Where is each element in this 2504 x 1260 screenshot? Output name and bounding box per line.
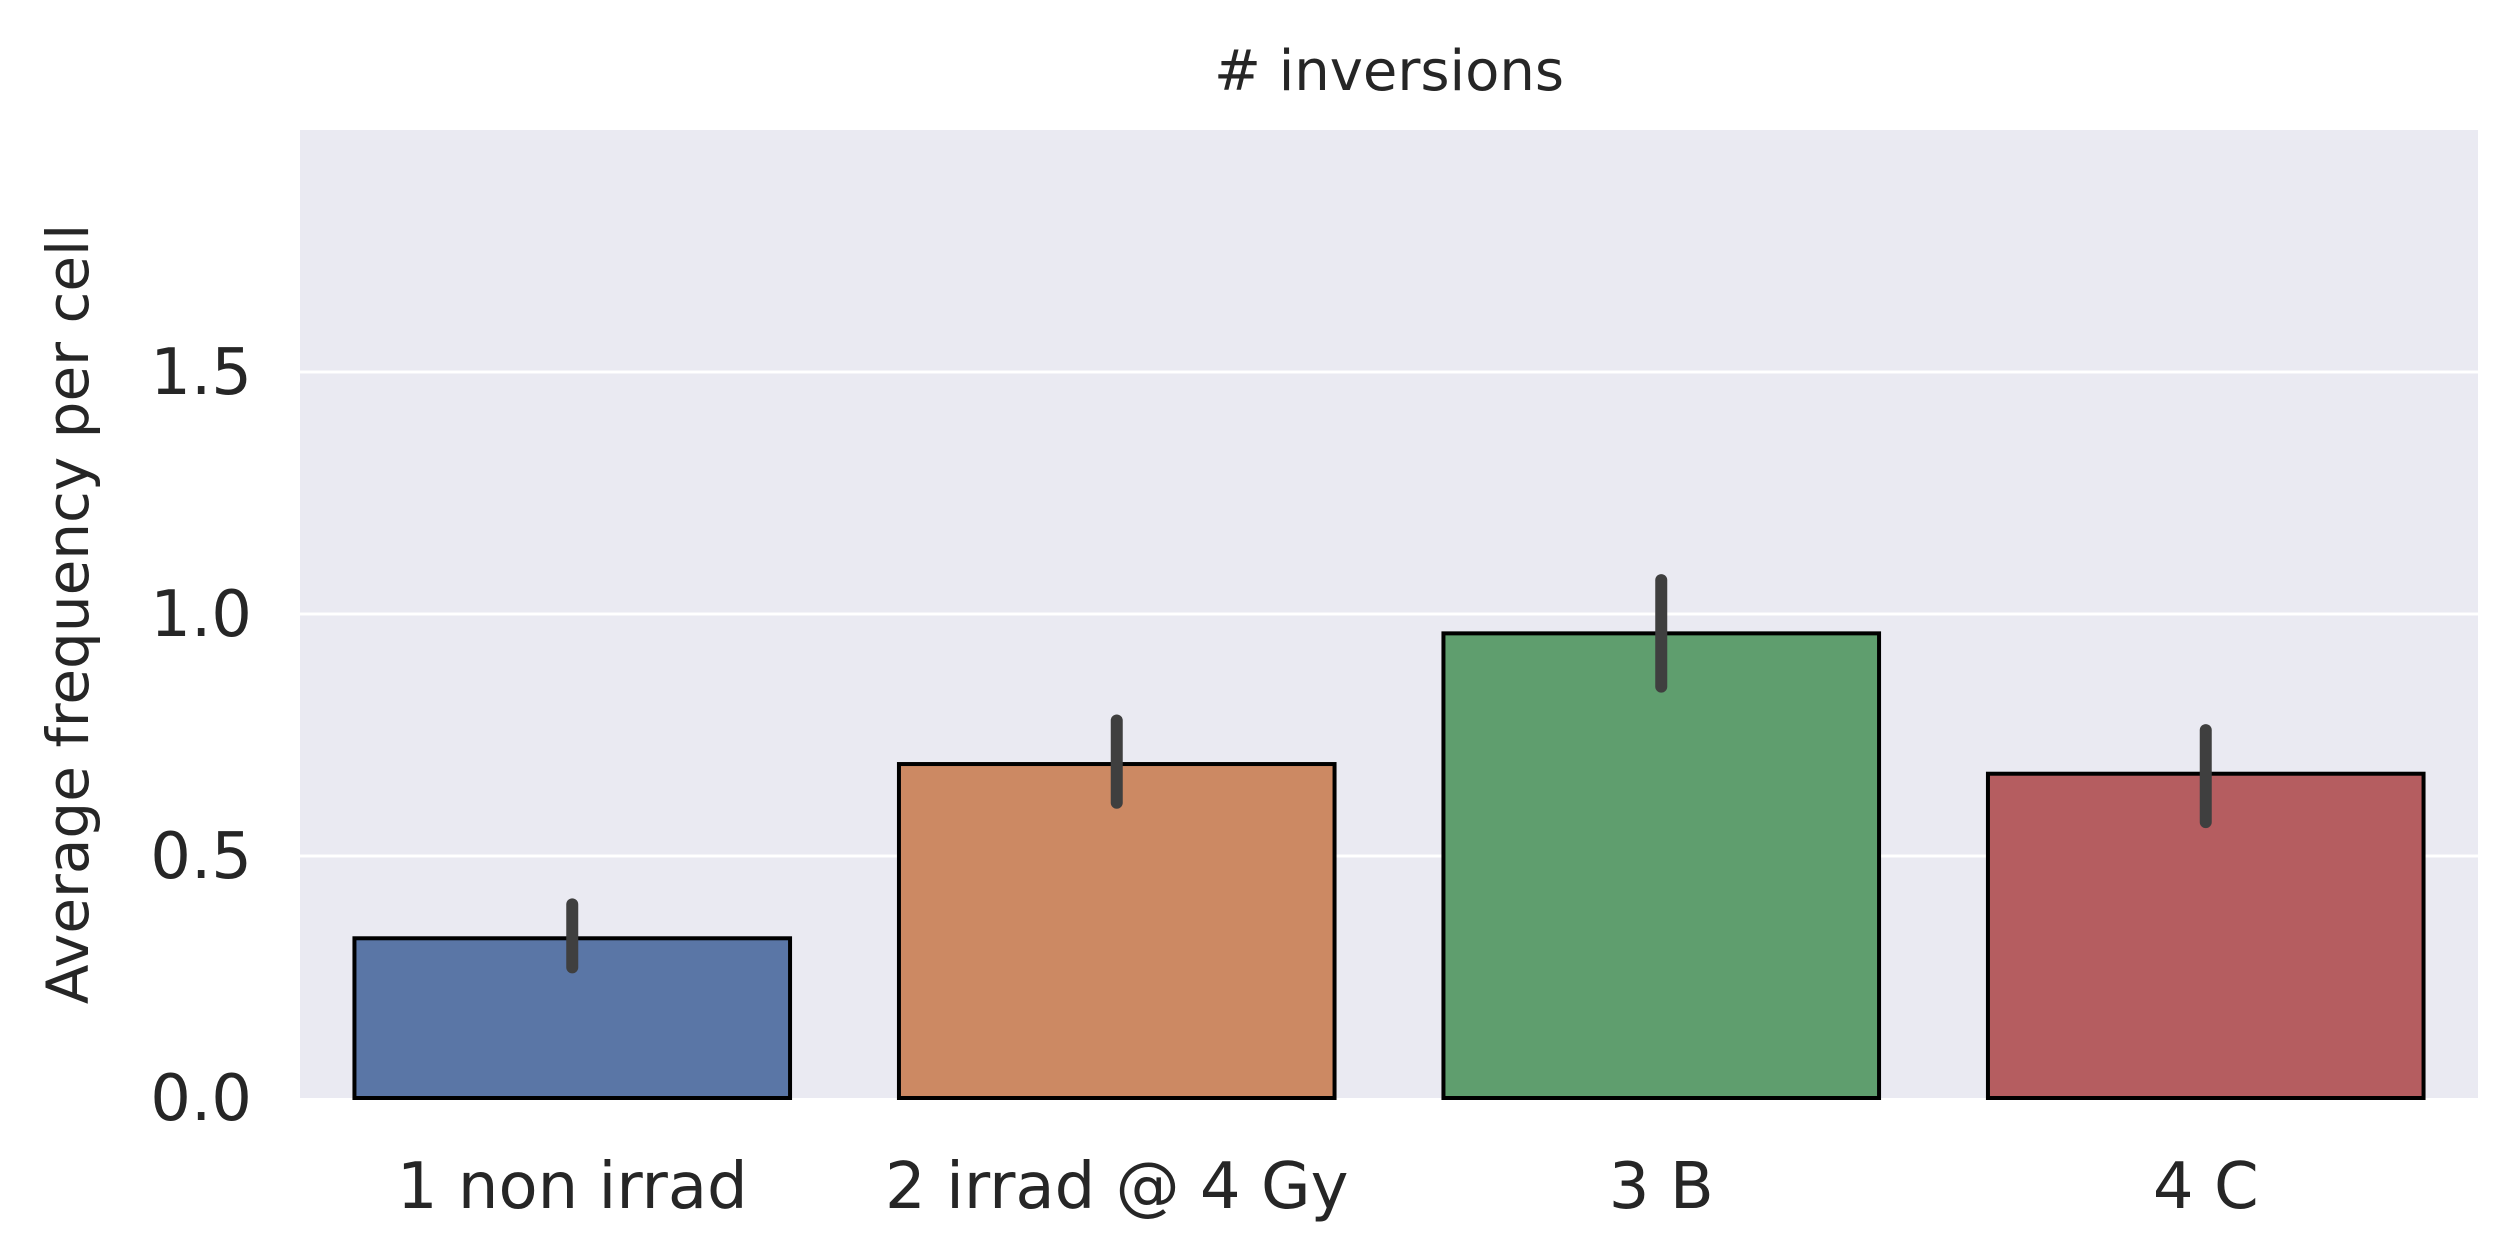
chart-title: # inversions	[1214, 39, 1564, 104]
x-tick-labels: 1 non irrad 2 irrad @ 4 Gy 3 B 4 C	[397, 1150, 2259, 1224]
y-tick-label: 0.5	[150, 820, 252, 894]
x-tick-label: 1 non irrad	[397, 1150, 748, 1224]
error-bars	[566, 574, 2212, 974]
y-tick-label: 0.0	[150, 1062, 252, 1136]
bar	[896, 762, 1337, 1100]
x-tick-label: 3 B	[1609, 1150, 1714, 1224]
y-tick-labels: 0.0 0.5 1.0 1.5	[150, 336, 252, 1136]
x-tick-label: 2 irrad @ 4 Gy	[885, 1150, 1348, 1224]
x-tick-label: 4 C	[2153, 1150, 2259, 1224]
y-tick-label: 1.5	[150, 336, 252, 410]
y-axis-label: Average frequency per cell	[34, 224, 102, 1005]
y-tick-label: 1.0	[150, 578, 252, 652]
bar	[1441, 631, 1882, 1100]
